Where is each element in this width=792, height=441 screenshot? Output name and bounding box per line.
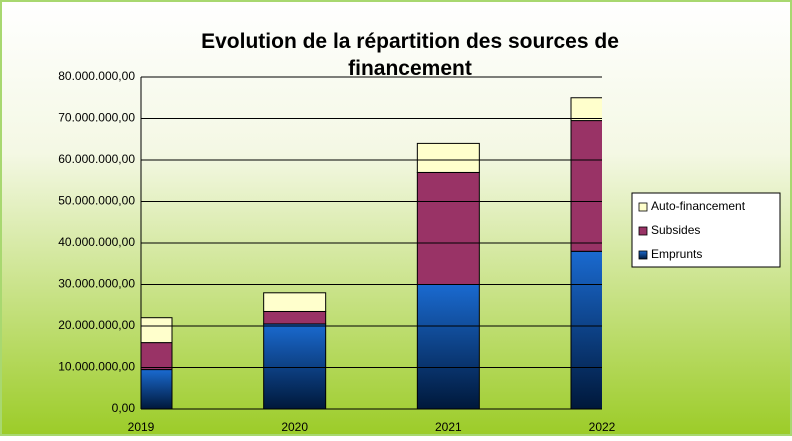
y-tick-label: 50.000.000,00 <box>58 194 135 208</box>
x-tick-label: 2019 <box>128 420 155 434</box>
x-tick-label: 2021 <box>435 420 462 434</box>
y-tick-label: 70.000.000,00 <box>58 111 135 125</box>
bar-segment <box>570 120 602 252</box>
legend-label: Auto-financement <box>651 199 746 213</box>
bar-segment <box>570 97 602 122</box>
y-tick-label: 60.000.000,00 <box>58 152 135 166</box>
y-tick-label: 20.000.000,00 <box>58 318 135 332</box>
y-tick-label: 0,00 <box>112 401 136 415</box>
bar-segment <box>141 369 173 410</box>
bar-segment <box>141 317 173 344</box>
legend-label: Emprunts <box>651 247 702 261</box>
y-tick-label: 80.000.000,00 <box>58 69 135 83</box>
x-tick-label: 2020 <box>281 420 308 434</box>
bar-segment <box>416 171 480 285</box>
bar-segment <box>416 142 480 173</box>
x-tick-label: 2022 <box>589 420 616 434</box>
legend-box <box>631 192 781 268</box>
bar-segment <box>263 310 327 325</box>
bar-segment <box>263 292 327 312</box>
chart-title: Evolution de la répartition des sources … <box>201 30 619 80</box>
legend-swatch <box>638 226 648 236</box>
y-tick-label: 30.000.000,00 <box>58 277 135 291</box>
bar-segment <box>570 250 602 410</box>
bar-segment <box>416 284 480 410</box>
bar-segment <box>141 342 173 371</box>
y-tick-label: 40.000.000,00 <box>58 235 135 249</box>
legend-swatch <box>638 250 648 260</box>
legend-swatch <box>638 202 648 212</box>
y-tick-label: 10.000.000,00 <box>58 360 135 374</box>
legend-label: Subsides <box>651 223 700 237</box>
bar-segment <box>263 323 327 410</box>
